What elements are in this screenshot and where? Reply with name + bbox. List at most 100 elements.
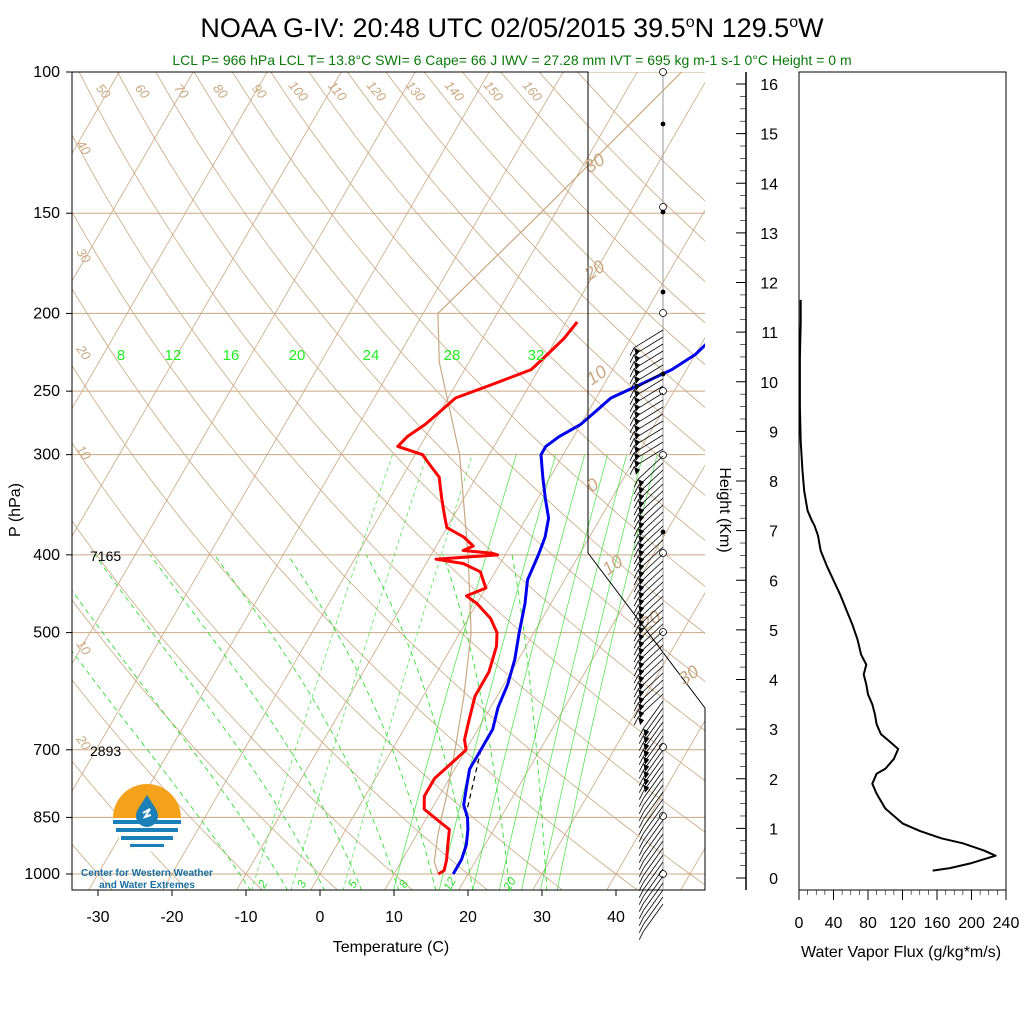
wind-barb <box>637 546 664 571</box>
wind-barb <box>642 861 664 890</box>
skew-t-border <box>71 71 706 891</box>
wind-barb-flag <box>638 812 644 821</box>
wind-barb-flag <box>629 445 635 454</box>
y-tick-label: 850 <box>33 809 60 826</box>
wind-barb-flag <box>633 534 639 544</box>
dry-adiabat-line <box>72 520 414 890</box>
wind-barb-flag <box>638 777 644 786</box>
mixing-ratio-line <box>251 454 393 890</box>
x-tick-label: 0 <box>316 909 325 926</box>
left-theta-label: 20 <box>73 341 95 363</box>
chart-title: NOAA G-IV: 20:48 UTC 02/05/2015 39.5oN 1… <box>200 13 824 43</box>
barb-station-marker <box>659 68 667 76</box>
wind-barb-flag <box>638 805 644 814</box>
cw3e-logo: Center for Western Weather and Water Ext… <box>81 784 213 891</box>
height-tick-label: 15 <box>760 127 778 144</box>
theta-label: 90 <box>249 81 270 102</box>
isotherm-line <box>72 72 490 793</box>
wind-barb-flag <box>633 688 639 698</box>
wind-barb <box>637 630 664 655</box>
theta-label: 100 <box>286 78 312 105</box>
isotherm-line <box>88 72 564 890</box>
wind-barb <box>637 616 664 641</box>
dry-adiabat-line <box>72 134 705 833</box>
moist-adiabat-line <box>72 650 251 890</box>
wind-barb <box>637 567 664 592</box>
wind-barb <box>633 406 664 426</box>
wind-barb <box>637 525 664 550</box>
mixing-ratio-line <box>342 454 473 890</box>
isotherm-line <box>532 592 705 890</box>
wind-barb <box>637 497 664 522</box>
wind-barb <box>642 868 664 897</box>
y-tick-label: 400 <box>33 547 60 564</box>
wind-barb-flag <box>633 639 639 649</box>
wind-barb-flag <box>633 520 639 530</box>
mixing-ratio-line <box>290 454 428 890</box>
wind-barb <box>637 637 664 662</box>
barb-station-marker <box>659 812 667 820</box>
flux-x-tick-label: 200 <box>958 915 985 932</box>
wind-barb <box>637 518 664 543</box>
barb-station-marker <box>660 529 666 535</box>
x-tick-label: 20 <box>459 909 477 926</box>
moist-adiabat-line <box>366 554 474 890</box>
wind-barb-flag <box>633 681 639 691</box>
isotherm-line <box>0 72 45 891</box>
wind-barb <box>637 490 664 515</box>
flux-y-axis-label: Height (Km) <box>716 467 733 552</box>
dry-adiabat-line <box>155 72 705 682</box>
wind-barb-flag <box>633 702 639 712</box>
wind-barb-flag <box>638 875 644 884</box>
wind-barb-pennant <box>643 756 650 765</box>
x-tick-label: 10 <box>385 909 403 926</box>
barb-station-marker <box>660 121 666 127</box>
moist-adiabat-line <box>511 554 548 890</box>
skew-t-grid <box>0 72 705 891</box>
dry-adiabat-line <box>72 442 488 890</box>
wind-barb <box>642 749 664 778</box>
wind-barb-flag <box>629 347 635 356</box>
height-tick-label: 11 <box>761 325 778 342</box>
wind-barb-flag <box>633 555 639 565</box>
wind-barb-flag <box>638 798 644 807</box>
height-tick-label: 1 <box>769 821 778 838</box>
isotherm-line <box>72 72 120 155</box>
skew-t-profiles <box>396 72 705 876</box>
wind-barb <box>633 385 664 405</box>
wind-barb-flag <box>638 924 644 933</box>
dry-adiabat-line <box>72 843 114 890</box>
wind-barb-flag <box>633 590 639 600</box>
wind-barb-flag <box>633 548 639 558</box>
wind-barb <box>642 700 664 729</box>
wind-barb-flag <box>638 861 644 870</box>
dry-adiabat-line <box>347 72 705 452</box>
wind-barb <box>637 483 664 508</box>
wind-barb-flag <box>633 632 639 642</box>
wind-barb <box>642 721 664 750</box>
wind-barb <box>642 805 664 834</box>
wind-barb <box>637 581 664 606</box>
moist-adiabat-line <box>72 589 288 890</box>
svg-text:Center for Western Weather: Center for Western Weather <box>81 868 213 879</box>
theta-label: 130 <box>403 78 429 105</box>
mixing-ratio-bottom-label: 2 <box>254 877 270 891</box>
wind-barb-flag <box>633 653 639 663</box>
wind-barb-flag <box>638 770 644 779</box>
wind-barb-flag <box>638 742 644 751</box>
mixing-ratio-line <box>556 454 658 890</box>
wind-barb-flag <box>633 492 639 502</box>
wind-barb <box>642 707 664 736</box>
x-tick-label: -20 <box>160 909 183 926</box>
mixing-ratio-line <box>521 454 627 890</box>
wind-barb-pennant <box>643 735 650 744</box>
theta-label: 60 <box>132 81 153 102</box>
isotherm-line <box>72 72 194 282</box>
dry-adiabat-line <box>232 72 705 587</box>
moist-adiabat-line <box>214 554 400 890</box>
dry-adiabat-line <box>72 364 563 890</box>
wind-barb-flag <box>633 611 639 621</box>
y-tick-label: 250 <box>33 383 60 400</box>
wind-barb <box>637 476 664 501</box>
height-tick-label: 8 <box>769 474 778 491</box>
